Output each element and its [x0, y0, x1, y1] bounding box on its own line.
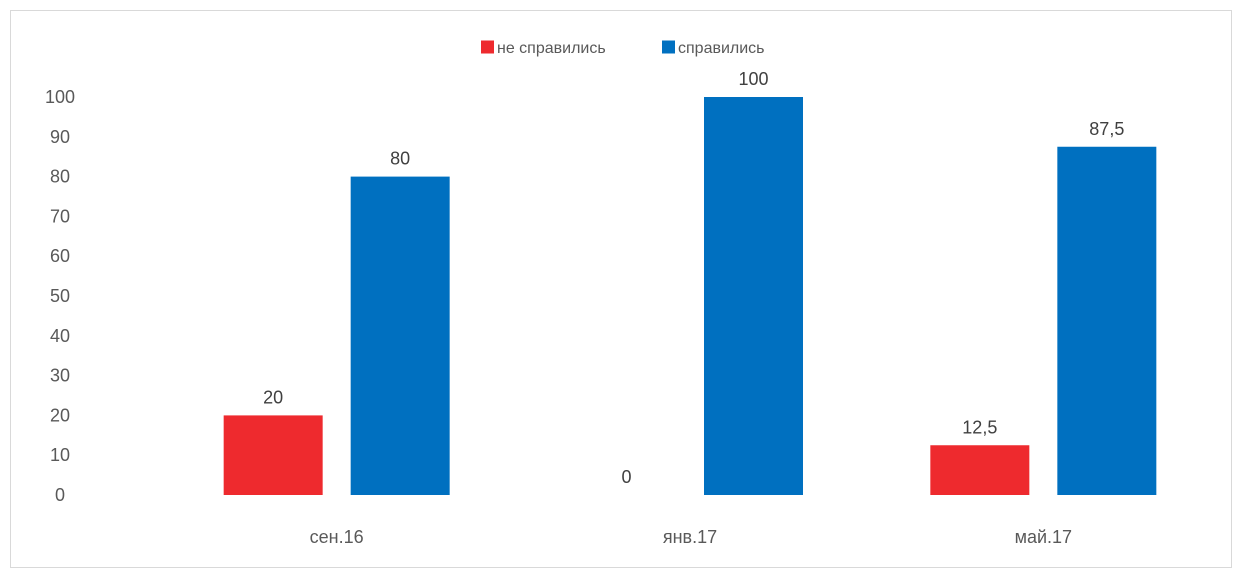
y-tick-label: 100	[45, 87, 75, 107]
y-tick-label: 50	[50, 286, 70, 306]
bar-not-passed	[223, 415, 323, 495]
data-label: 87,5	[1089, 119, 1124, 139]
data-label: 80	[390, 149, 410, 169]
y-tick-label: 70	[50, 206, 70, 226]
x-tick-label: сен.16	[310, 527, 364, 547]
x-tick-label: май.17	[1015, 527, 1072, 547]
y-tick-label: 80	[50, 167, 70, 187]
data-label: 0	[621, 467, 631, 487]
data-label: 20	[263, 387, 283, 407]
y-tick-label: 90	[50, 127, 70, 147]
data-label: 100	[738, 69, 768, 89]
legend-label: справились	[678, 40, 765, 57]
y-tick-label: 10	[50, 445, 70, 465]
bar-passed	[1057, 146, 1157, 495]
bar-passed	[350, 176, 450, 495]
y-tick-label: 40	[50, 326, 70, 346]
y-tick-label: 0	[55, 485, 65, 505]
y-tick-label: 20	[50, 405, 70, 425]
data-label: 12,5	[962, 417, 997, 437]
y-tick-label: 60	[50, 246, 70, 266]
legend-label: не справились	[497, 40, 606, 57]
bar-passed	[704, 97, 803, 495]
bar-not-passed	[930, 445, 1030, 495]
y-tick-label: 30	[50, 366, 70, 386]
x-tick-label: янв.17	[663, 527, 717, 547]
legend-swatch-not-passed	[481, 40, 494, 54]
legend-swatch-passed	[662, 40, 675, 54]
